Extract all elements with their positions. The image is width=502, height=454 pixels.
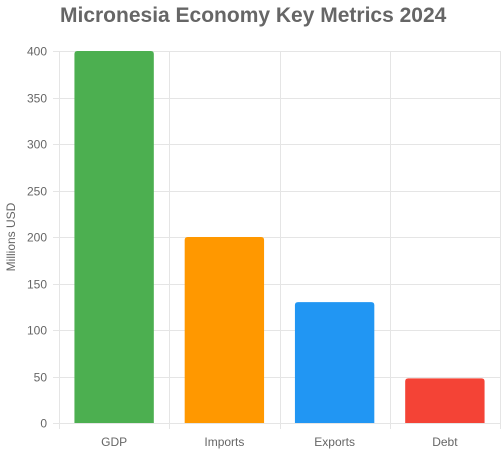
bar-debt[interactable]: [405, 378, 485, 423]
y-tick-label: 200: [27, 231, 47, 245]
y-tick-label: 350: [27, 92, 47, 106]
y-tick-label: 0: [40, 417, 47, 431]
x-tick-label: GDP: [101, 435, 127, 449]
x-tick-label: Exports: [314, 435, 355, 449]
bar-gdp[interactable]: [74, 51, 154, 423]
y-axis-ticks: 0 50 100 150 200 250 300 350 400: [27, 45, 47, 431]
x-tick-label: Imports: [204, 435, 244, 449]
bars: [74, 51, 485, 423]
x-axis-ticks: GDP Imports Exports Debt: [101, 435, 458, 449]
bar-exports[interactable]: [294, 302, 375, 423]
x-tick-label: Debt: [432, 435, 458, 449]
bar-imports[interactable]: [184, 237, 265, 423]
y-tick-label: 100: [27, 324, 47, 338]
y-tick-label: 400: [27, 45, 47, 59]
y-axis-title: Millions USD: [4, 202, 18, 271]
y-tick-label: 50: [34, 371, 48, 385]
y-tick-label: 300: [27, 138, 47, 152]
y-tick-label: 250: [27, 185, 47, 199]
grid-lines: [53, 51, 501, 429]
chart-title: Micronesia Economy Key Metrics 2024: [60, 4, 447, 27]
y-tick-label: 150: [27, 278, 47, 292]
